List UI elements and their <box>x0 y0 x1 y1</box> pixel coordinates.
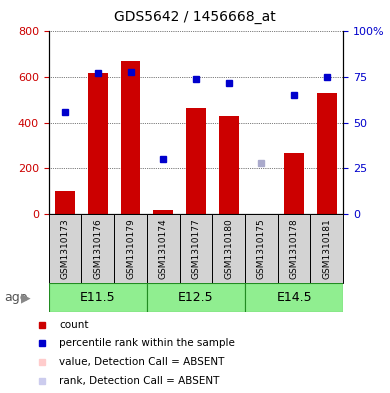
Text: GSM1310181: GSM1310181 <box>323 218 332 279</box>
Bar <box>82 214 114 283</box>
Text: E12.5: E12.5 <box>178 291 214 304</box>
Bar <box>245 214 278 283</box>
Bar <box>49 214 82 283</box>
Bar <box>245 283 343 312</box>
Bar <box>219 116 239 214</box>
Bar <box>186 108 206 214</box>
Bar <box>317 93 337 214</box>
Text: E11.5: E11.5 <box>80 291 116 304</box>
Text: GDS5642 / 1456668_at: GDS5642 / 1456668_at <box>114 10 276 24</box>
Text: GSM1310174: GSM1310174 <box>159 218 168 279</box>
Text: GSM1310176: GSM1310176 <box>93 218 102 279</box>
Text: rank, Detection Call = ABSENT: rank, Detection Call = ABSENT <box>59 376 220 386</box>
Text: GSM1310173: GSM1310173 <box>60 218 69 279</box>
Bar <box>147 283 245 312</box>
Text: GSM1310177: GSM1310177 <box>191 218 200 279</box>
Bar <box>114 214 147 283</box>
Text: GSM1310175: GSM1310175 <box>257 218 266 279</box>
Bar <box>49 283 147 312</box>
Text: age: age <box>4 291 27 304</box>
Text: E14.5: E14.5 <box>276 291 312 304</box>
Text: value, Detection Call = ABSENT: value, Detection Call = ABSENT <box>59 357 225 367</box>
Text: percentile rank within the sample: percentile rank within the sample <box>59 338 235 349</box>
Bar <box>284 152 304 214</box>
Text: GSM1310178: GSM1310178 <box>290 218 299 279</box>
Bar <box>153 209 173 214</box>
Bar <box>180 214 212 283</box>
Text: GSM1310179: GSM1310179 <box>126 218 135 279</box>
Bar <box>121 61 140 214</box>
Text: ▶: ▶ <box>21 291 30 304</box>
Bar <box>88 73 108 214</box>
Text: GSM1310180: GSM1310180 <box>224 218 233 279</box>
Bar <box>55 191 75 214</box>
Bar <box>147 214 180 283</box>
Bar <box>212 214 245 283</box>
Bar <box>310 214 343 283</box>
Text: count: count <box>59 320 89 330</box>
Bar <box>278 214 310 283</box>
